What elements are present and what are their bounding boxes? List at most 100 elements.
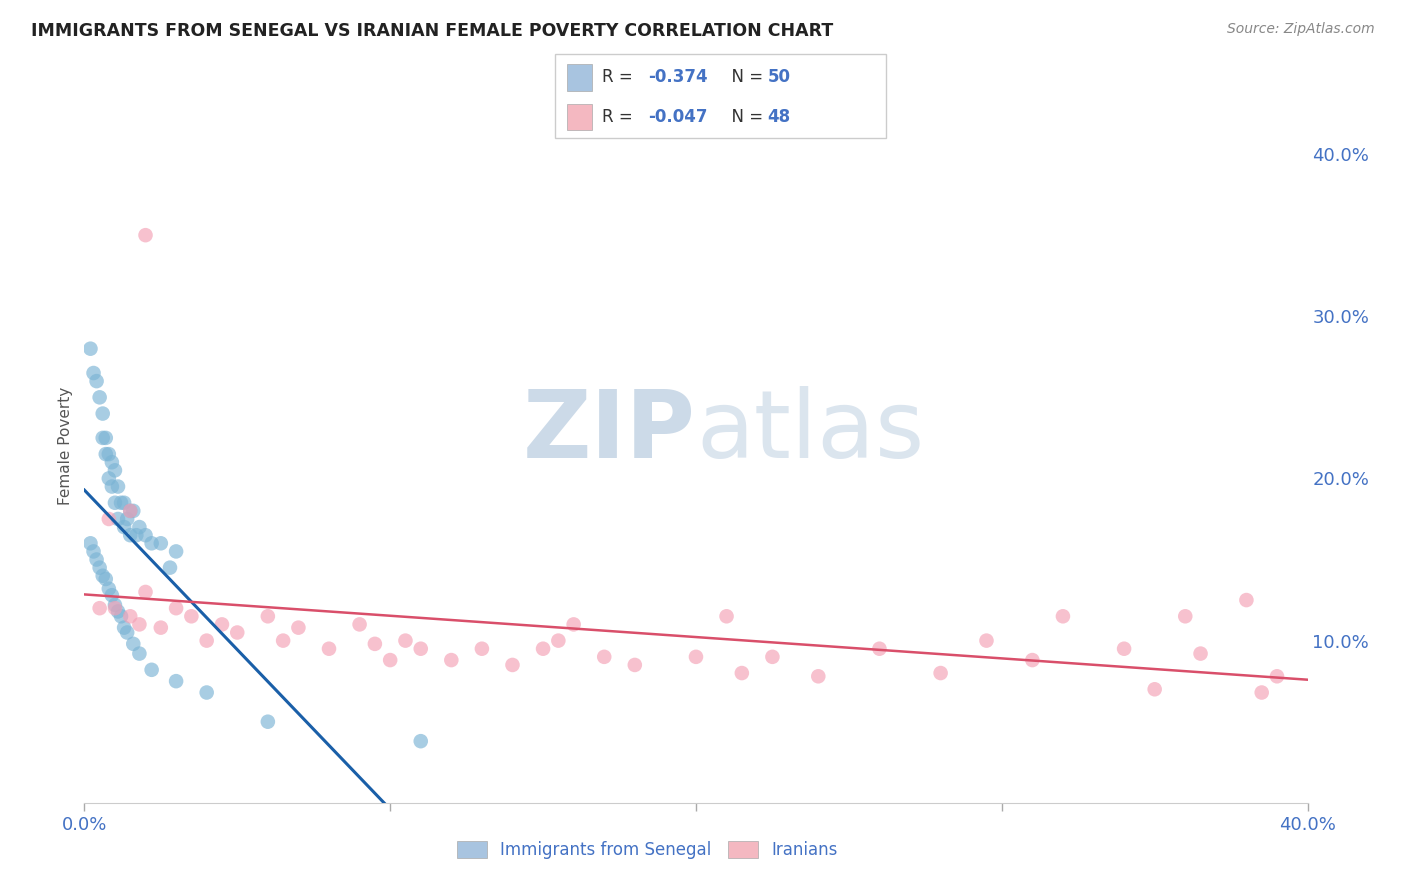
Point (1021, 653, 1043, 667)
Point (257, 714, 280, 729)
Point (122, 637, 145, 651)
Point (120, 504, 142, 518)
Point (471, 641, 494, 656)
Point (115, 512, 138, 526)
Point (97, 582, 120, 596)
Text: -0.047: -0.047 (648, 108, 707, 126)
Point (101, 455, 124, 469)
Point (128, 647, 150, 661)
Point (86, 552, 108, 566)
Point (112, 496, 135, 510)
Point (128, 520, 150, 534)
Point (685, 649, 707, 664)
Point (562, 617, 585, 632)
Point (409, 641, 432, 656)
Point (1174, 609, 1197, 624)
Point (929, 666, 952, 681)
Point (624, 657, 647, 672)
Point (1250, 685, 1272, 699)
Point (120, 609, 142, 624)
Point (165, 674, 187, 689)
Point (107, 604, 129, 618)
Point (135, 528, 157, 542)
Point (271, 633, 294, 648)
Point (807, 669, 830, 683)
Point (86, 374, 108, 388)
Point (159, 560, 181, 574)
Point (101, 588, 124, 602)
Point (394, 633, 416, 648)
Point (349, 617, 371, 632)
Point (83, 366, 105, 380)
Point (531, 641, 554, 656)
Point (1052, 609, 1074, 624)
Point (211, 617, 233, 632)
Text: N =: N = (721, 108, 769, 126)
Point (364, 637, 387, 651)
Text: 48: 48 (768, 108, 790, 126)
Point (180, 609, 202, 624)
Text: -0.374: -0.374 (648, 69, 707, 87)
Point (104, 601, 127, 615)
Point (91, 407, 114, 421)
Point (104, 463, 127, 477)
Text: 50: 50 (768, 69, 790, 87)
Point (112, 520, 135, 534)
Point (101, 479, 124, 493)
Point (257, 609, 280, 624)
Point (128, 617, 150, 632)
Point (107, 479, 129, 493)
Point (869, 641, 891, 656)
Text: ZIP: ZIP (523, 385, 696, 478)
Text: atlas: atlas (696, 385, 924, 478)
Point (731, 666, 754, 681)
Point (110, 609, 132, 624)
Point (112, 621, 135, 635)
Point (502, 657, 524, 672)
Point (97, 447, 120, 461)
Point (976, 633, 998, 648)
Point (110, 496, 132, 510)
Point (135, 585, 157, 599)
Point (195, 633, 218, 648)
Point (97, 512, 120, 526)
Point (380, 653, 402, 667)
Point (440, 653, 463, 667)
Point (149, 621, 172, 635)
Point (149, 536, 172, 550)
Text: R =: R = (602, 108, 638, 126)
Point (107, 512, 129, 526)
Point (135, 228, 157, 243)
Text: IMMIGRANTS FROM SENEGAL VS IRANIAN FEMALE POVERTY CORRELATION CHART: IMMIGRANTS FROM SENEGAL VS IRANIAN FEMAL… (31, 22, 834, 40)
Point (125, 528, 148, 542)
Point (122, 504, 145, 518)
Y-axis label: Female Poverty: Female Poverty (58, 387, 73, 505)
Point (94, 572, 117, 586)
Point (547, 633, 569, 648)
Text: R =: R = (602, 69, 638, 87)
Point (94, 431, 117, 445)
Point (1114, 641, 1136, 656)
Point (593, 649, 616, 664)
Point (716, 609, 738, 624)
Point (409, 734, 432, 748)
Point (761, 649, 783, 664)
Point (91, 431, 114, 445)
Point (195, 685, 218, 699)
Point (120, 528, 142, 542)
Point (226, 625, 249, 640)
Point (89, 601, 111, 615)
Legend: Immigrants from Senegal, Iranians: Immigrants from Senegal, Iranians (450, 834, 844, 866)
Point (79, 342, 101, 356)
Point (318, 641, 340, 656)
Point (165, 601, 187, 615)
Point (91, 568, 114, 582)
Point (104, 496, 127, 510)
Point (1143, 682, 1166, 697)
Point (165, 544, 187, 558)
Point (287, 621, 309, 635)
Text: Source: ZipAtlas.com: Source: ZipAtlas.com (1227, 22, 1375, 37)
Text: N =: N = (721, 69, 769, 87)
Point (89, 390, 111, 404)
Point (120, 504, 142, 518)
